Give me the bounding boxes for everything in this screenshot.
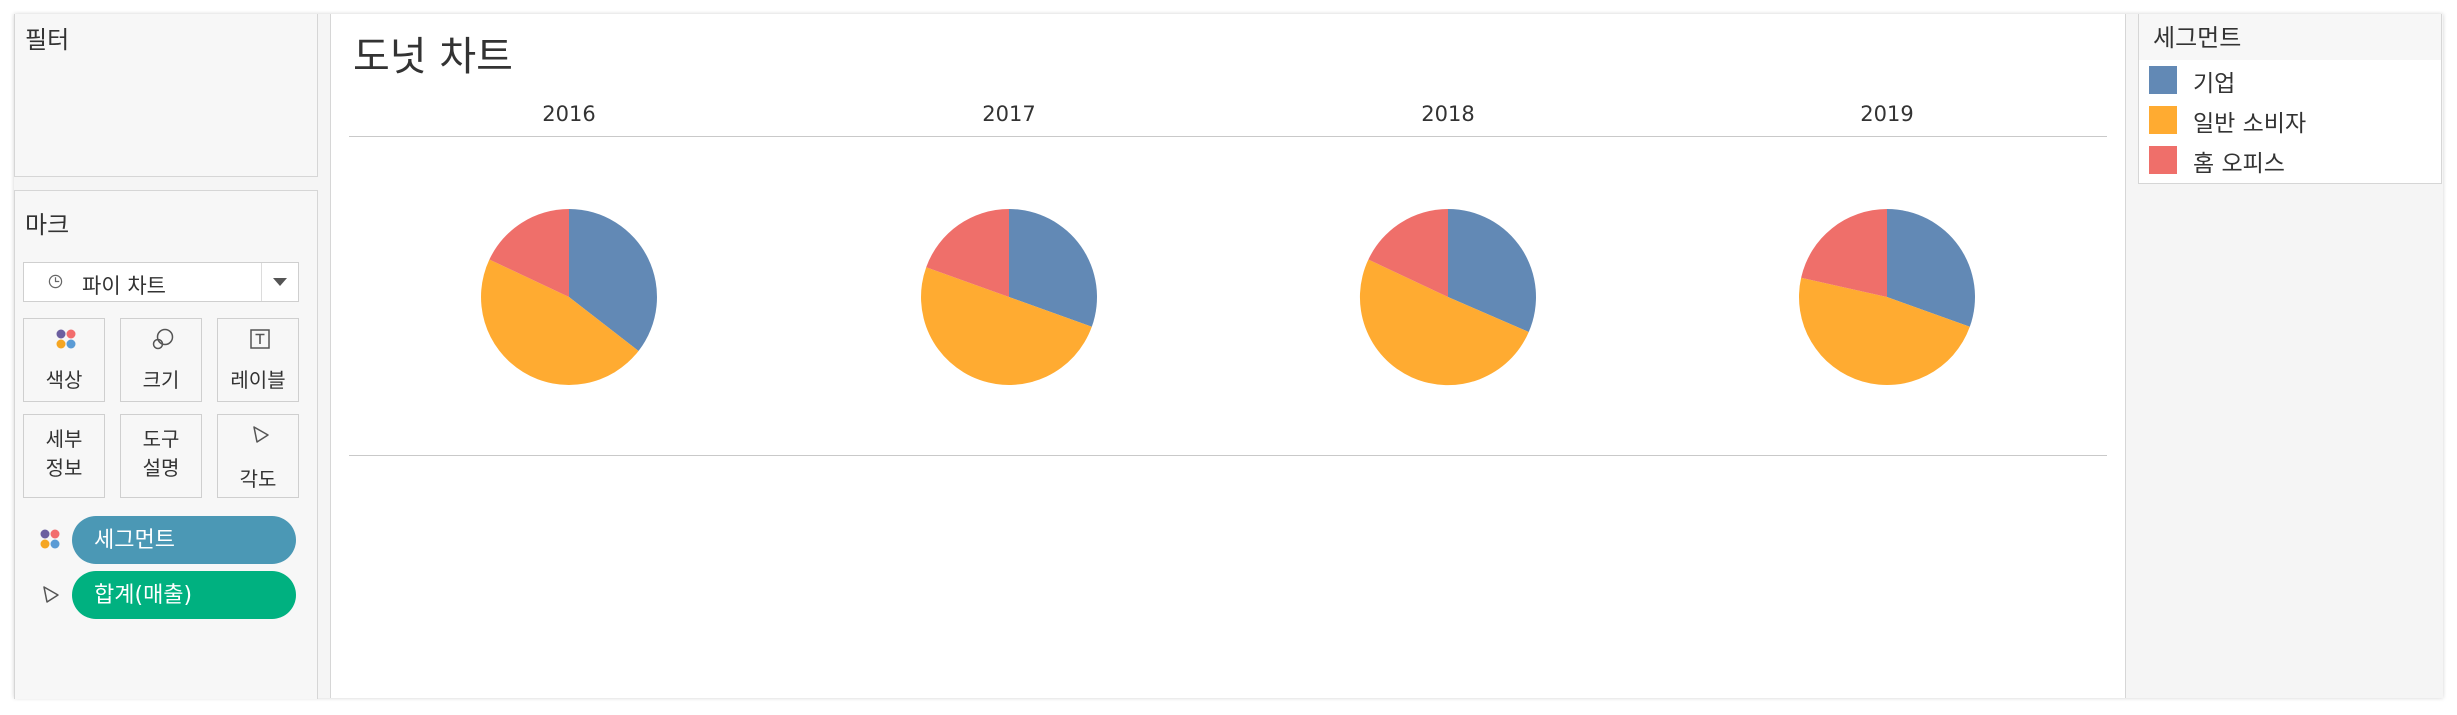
filters-title: 필터 — [25, 26, 70, 54]
chart-view: 도넛 차트 2016 2017 2018 2019 — [330, 14, 2126, 698]
color-dots-icon — [56, 329, 76, 349]
size-button[interactable]: 크기 — [120, 318, 202, 402]
pie-slice-2019-2[interactable] — [1801, 209, 1887, 297]
angle-icon — [253, 426, 269, 443]
pane-bottom-line — [349, 455, 2107, 456]
legend-label: 홈 오피스 — [2193, 151, 2285, 177]
text-label-icon — [250, 329, 270, 349]
mark-type-dropdown[interactable]: 파이 차트 — [23, 262, 299, 302]
pie-slice-2017-0[interactable] — [1009, 209, 1098, 327]
color-label: 색상 — [45, 368, 83, 392]
angle-label: 각도 — [239, 467, 277, 491]
tooltip-label: 도구 설명 — [142, 427, 180, 480]
year-header-2017: 2017 — [982, 102, 1036, 126]
marks-title: 마크 — [25, 211, 70, 239]
pie-slice-2017-2[interactable] — [926, 208, 1009, 297]
angle-icon — [43, 586, 59, 603]
segment-legend: 세그먼트 기업 일반 소비자 홈 오피스 — [2138, 14, 2442, 184]
year-header-2016: 2016 — [542, 102, 596, 126]
year-header-2018: 2018 — [1421, 102, 1475, 126]
pie-slice-2018-2[interactable] — [1368, 209, 1448, 297]
label-label: 레이블 — [230, 368, 286, 392]
year-header-2019: 2019 — [1860, 102, 1914, 126]
sum-sales-pill[interactable]: 합계(매출) — [72, 571, 296, 619]
pie-slice-2016-0[interactable] — [569, 209, 657, 351]
label-button[interactable]: 레이블 — [217, 318, 299, 402]
header-divider — [349, 136, 2107, 137]
chart-title: 도넛 차트 — [353, 34, 513, 80]
detail-label: 세부 정보 — [45, 427, 83, 480]
legend-label: 일반 소비자 — [2193, 111, 2307, 137]
color-dots-icon — [40, 529, 60, 549]
mark-type-label: 파이 차트 — [82, 274, 166, 298]
pie-slice-2016-2[interactable] — [489, 209, 569, 297]
pie-chart-area — [481, 208, 1976, 386]
filters-shelf[interactable]: 필터 — [14, 14, 318, 177]
legend-swatch — [2149, 106, 2177, 134]
legend-swatch — [2149, 146, 2177, 174]
angle-button[interactable]: 각도 — [217, 414, 299, 498]
pie-slice-2019-0[interactable] — [1887, 209, 1976, 327]
pie-slice-2017-1[interactable] — [921, 267, 1092, 385]
color-button[interactable]: 색상 — [23, 318, 105, 402]
legend-label: 기업 — [2193, 71, 2236, 97]
legend-swatch — [2149, 66, 2177, 94]
size-label: 크기 — [142, 368, 180, 392]
segment-pill[interactable]: 세그먼트 — [72, 516, 296, 564]
pie-slice-2018-1[interactable] — [1359, 259, 1529, 386]
legend-title: 세그먼트 — [2153, 24, 2242, 52]
tooltip-button[interactable]: 도구 설명 — [120, 414, 202, 498]
detail-button[interactable]: 세부 정보 — [23, 414, 105, 498]
size-icon — [152, 328, 174, 350]
chevron-down-icon — [273, 278, 287, 286]
dropdown-toggle[interactable] — [261, 263, 298, 301]
pie-slice-2019-1[interactable] — [1798, 277, 1970, 386]
pie-mark-icon — [48, 274, 63, 289]
pie-slice-2016-1[interactable] — [481, 259, 639, 385]
pie-slice-2018-0[interactable] — [1448, 209, 1536, 332]
legend-header: 세그먼트 — [2139, 14, 2441, 60]
